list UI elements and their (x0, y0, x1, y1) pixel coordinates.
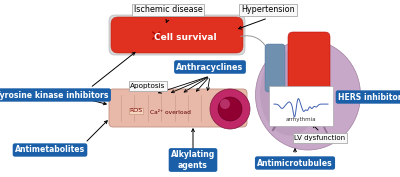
FancyBboxPatch shape (269, 86, 333, 126)
Text: HERS inhibitors: HERS inhibitors (338, 93, 400, 101)
Text: Ca²⁺ overload: Ca²⁺ overload (150, 110, 190, 115)
Text: Ischemic disease: Ischemic disease (134, 5, 202, 15)
Circle shape (218, 97, 242, 121)
FancyBboxPatch shape (265, 44, 285, 92)
Text: LV dysfunction: LV dysfunction (294, 135, 346, 141)
Text: arrhythmia: arrhythmia (286, 116, 316, 121)
Text: ROS: ROS (130, 109, 142, 113)
FancyBboxPatch shape (109, 15, 245, 55)
Text: ✕: ✕ (149, 30, 161, 44)
Circle shape (220, 99, 230, 109)
Text: Tyrosine kinase inhibitors: Tyrosine kinase inhibitors (0, 90, 109, 99)
FancyBboxPatch shape (111, 17, 243, 53)
Circle shape (210, 89, 250, 129)
Text: Apoptosis: Apoptosis (130, 83, 166, 89)
Text: Hypertension: Hypertension (241, 5, 295, 15)
Ellipse shape (260, 50, 320, 136)
Ellipse shape (256, 40, 360, 150)
FancyBboxPatch shape (288, 32, 330, 97)
Text: Anthracyclines: Anthracyclines (176, 62, 244, 72)
Text: Alkylating
agents: Alkylating agents (171, 150, 215, 170)
Text: Antimicrotubules: Antimicrotubules (257, 158, 333, 167)
Text: Antimetabolites: Antimetabolites (15, 145, 85, 155)
Text: Cell survival: Cell survival (154, 33, 216, 41)
FancyBboxPatch shape (109, 89, 247, 127)
